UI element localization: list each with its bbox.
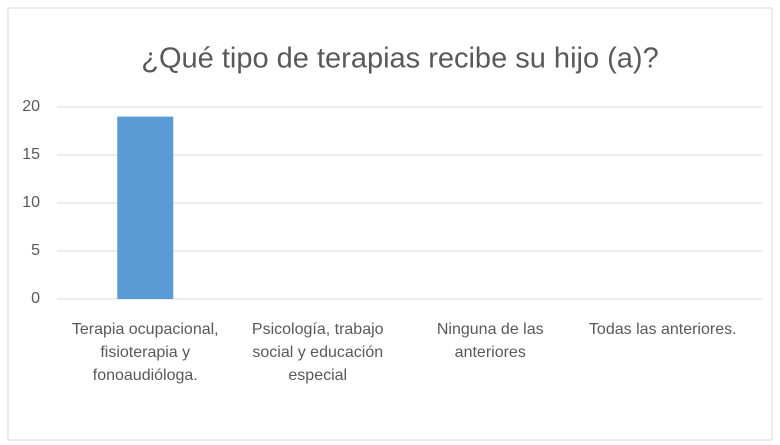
- y-tick-label: 20: [22, 98, 40, 115]
- x-tick-label: Todas las anteriores.: [588, 321, 737, 338]
- bar: [117, 116, 174, 299]
- y-tick-label: 0: [31, 290, 40, 307]
- chart-title: ¿Qué tipo de terapias recibe su hijo (a)…: [141, 43, 658, 75]
- x-tick-label: Terapia ocupacional, fisioterapia y fono…: [71, 321, 219, 384]
- x-tick-label: Psicología, trabajo social y educación e…: [251, 321, 384, 384]
- x-tick-label: Ninguna de las anteriores: [436, 321, 544, 361]
- y-tick-label: 5: [31, 242, 40, 259]
- y-tick-label: 15: [22, 146, 40, 163]
- y-tick-label: 10: [22, 194, 40, 211]
